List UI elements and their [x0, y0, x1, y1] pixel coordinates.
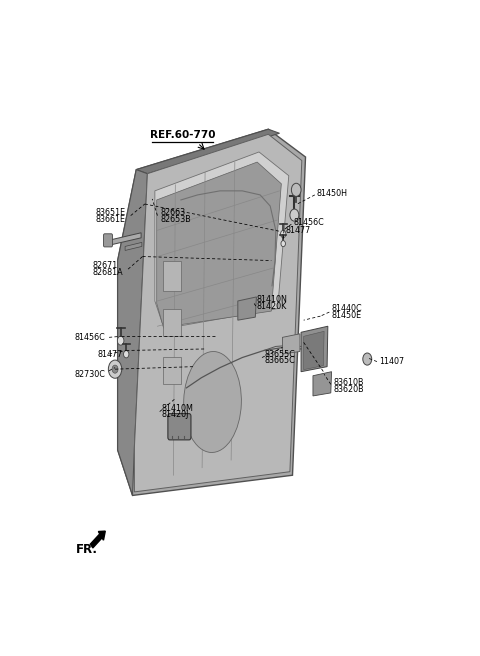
Circle shape — [290, 209, 299, 221]
Polygon shape — [118, 129, 305, 495]
Polygon shape — [108, 233, 141, 245]
Text: 83661E: 83661E — [96, 215, 125, 224]
Text: 83651E: 83651E — [96, 208, 125, 217]
Text: FR.: FR. — [76, 543, 97, 556]
Ellipse shape — [184, 352, 241, 453]
Text: 81420J: 81420J — [161, 410, 189, 419]
Polygon shape — [125, 242, 142, 251]
Polygon shape — [238, 297, 256, 320]
Text: 81477: 81477 — [286, 226, 311, 235]
FancyBboxPatch shape — [163, 357, 181, 384]
Text: 83610B: 83610B — [334, 379, 364, 387]
Text: 81410M: 81410M — [161, 403, 193, 413]
Text: 81410N: 81410N — [256, 295, 288, 304]
Circle shape — [363, 353, 372, 365]
Polygon shape — [282, 334, 300, 354]
Text: 81450E: 81450E — [332, 311, 362, 319]
Text: 83665C: 83665C — [264, 356, 295, 365]
Circle shape — [280, 230, 286, 237]
Text: 82653B: 82653B — [160, 215, 191, 224]
FancyBboxPatch shape — [168, 414, 191, 440]
Circle shape — [118, 337, 124, 345]
Polygon shape — [118, 170, 147, 495]
Polygon shape — [156, 162, 281, 327]
FancyBboxPatch shape — [104, 234, 112, 247]
Circle shape — [112, 365, 118, 373]
FancyBboxPatch shape — [163, 308, 181, 337]
Polygon shape — [136, 129, 279, 174]
Polygon shape — [155, 152, 289, 329]
Text: 82663: 82663 — [160, 208, 186, 217]
Text: 11407: 11407 — [379, 357, 404, 366]
FancyArrow shape — [90, 531, 105, 548]
Text: 81440C: 81440C — [332, 304, 362, 313]
Circle shape — [108, 360, 122, 379]
Text: 83655C: 83655C — [264, 350, 296, 359]
Text: 82730C: 82730C — [75, 370, 106, 379]
FancyBboxPatch shape — [163, 260, 181, 291]
Polygon shape — [134, 134, 302, 492]
Polygon shape — [301, 326, 328, 372]
Text: 82681A: 82681A — [93, 268, 123, 277]
Text: 81450H: 81450H — [317, 189, 348, 198]
Text: 83620B: 83620B — [334, 385, 364, 394]
Text: 81456C: 81456C — [294, 218, 324, 227]
Polygon shape — [304, 331, 324, 370]
Polygon shape — [313, 372, 332, 396]
Circle shape — [281, 241, 286, 247]
Circle shape — [291, 183, 301, 196]
Text: 82671: 82671 — [93, 261, 118, 270]
Text: 81420K: 81420K — [256, 302, 287, 311]
Text: 81456C: 81456C — [75, 333, 106, 342]
Circle shape — [123, 350, 129, 358]
Text: REF.60-770: REF.60-770 — [150, 131, 216, 140]
Text: 81477: 81477 — [97, 350, 122, 359]
